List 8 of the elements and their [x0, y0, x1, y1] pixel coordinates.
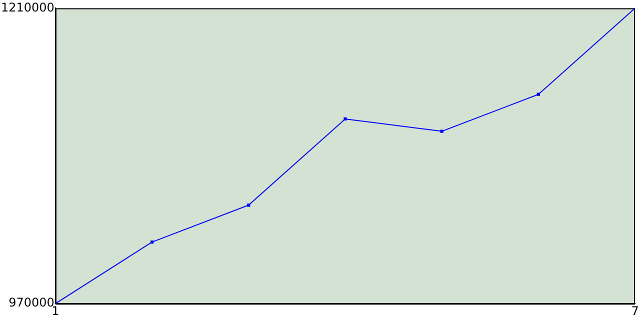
point — [536, 92, 540, 96]
point — [440, 130, 444, 133]
point — [150, 240, 154, 244]
point — [344, 117, 347, 121]
y-tick-label: 1210000 — [0, 0, 54, 14]
point — [247, 204, 250, 207]
y-tick-label: 970000 — [8, 296, 54, 310]
x-tick-label: 7 — [631, 304, 639, 318]
